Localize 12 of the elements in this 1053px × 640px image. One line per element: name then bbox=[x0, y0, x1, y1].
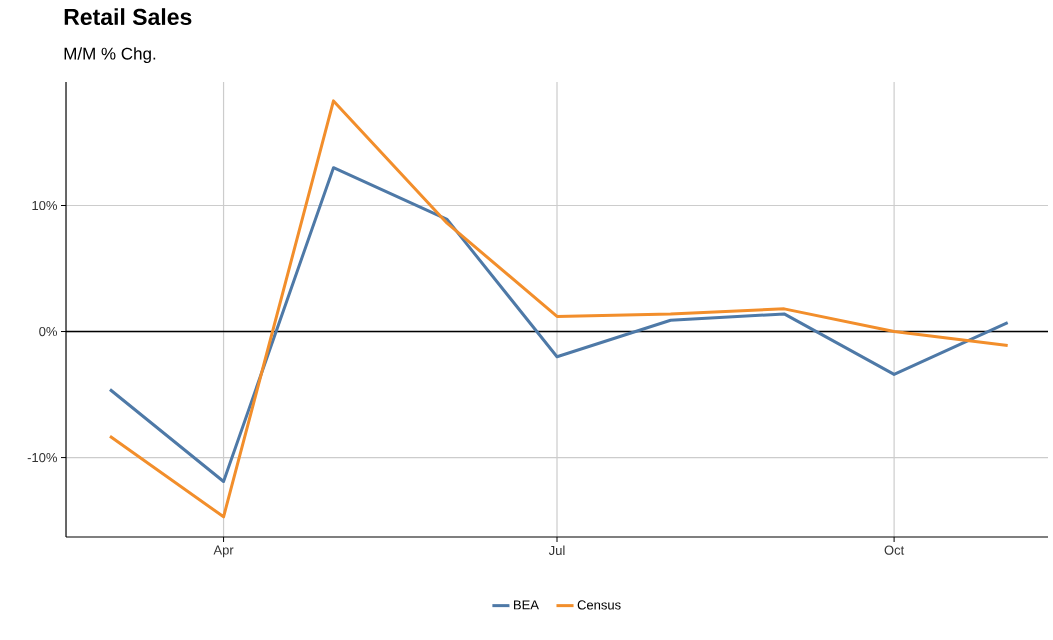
y-tick-label: 0% bbox=[39, 326, 58, 337]
y-tick-label: -10% bbox=[27, 452, 58, 463]
x-tick-label: Apr bbox=[213, 545, 234, 558]
x-tick-label: Oct bbox=[884, 545, 905, 555]
legend-label: Census bbox=[577, 600, 621, 610]
x-tick-label: Jul bbox=[548, 545, 565, 556]
line-series bbox=[108, 99, 1010, 519]
legend-label: BEA bbox=[514, 600, 539, 610]
chart-title: Retail Sales bbox=[64, 8, 192, 26]
y-tick-label: 10% bbox=[32, 200, 58, 211]
chart-subtitle: M/M % Chg. bbox=[64, 47, 156, 64]
line-series bbox=[108, 166, 1010, 484]
